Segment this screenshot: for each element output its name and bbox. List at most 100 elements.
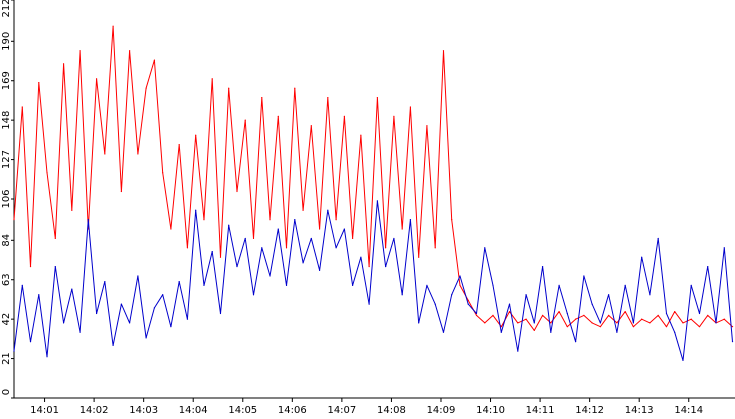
series-layer [13, 25, 734, 362]
series-0-point [558, 311, 560, 313]
series-0-point [393, 115, 395, 117]
series-1-point [434, 303, 436, 305]
series-1-point [566, 312, 568, 315]
y-tick-label: 63 [1, 273, 12, 286]
series-0-point [665, 326, 668, 328]
series-1-point [385, 265, 387, 268]
series-1-point [665, 312, 668, 315]
series-0-point [442, 50, 445, 52]
series-1-point [591, 303, 593, 305]
series-1-point [376, 200, 378, 202]
series-1-point [583, 275, 585, 277]
series-1-point [120, 303, 122, 305]
series-0-point [492, 314, 494, 316]
series-1-point [277, 228, 279, 230]
series-0-point [409, 106, 412, 108]
x-tick-label: 14:04 [179, 405, 208, 415]
y-tick-label: 106 [1, 189, 12, 208]
series-0-point [236, 190, 238, 193]
series-0-point [285, 247, 288, 249]
series-0-point [112, 25, 114, 27]
series-0-point [731, 326, 734, 328]
series-1-point [401, 294, 403, 296]
series-1-point [162, 294, 164, 296]
series-0-point [566, 326, 568, 328]
y-tick-label: 21 [1, 352, 12, 365]
series-0-point [360, 134, 362, 136]
series-0-point [500, 326, 502, 328]
series-line-0 [13, 25, 733, 331]
series-0-point [178, 143, 180, 146]
series-0-point [591, 322, 593, 324]
series-1-point [674, 331, 676, 333]
series-0-point [418, 256, 420, 258]
series-1-point [467, 303, 469, 305]
series-0-point [219, 256, 222, 258]
series-0-point [451, 219, 453, 221]
x-tick-label: 14:06 [278, 405, 307, 415]
series-0-point [674, 311, 676, 313]
series-1-point [54, 265, 56, 268]
series-1-point [252, 294, 255, 296]
series-0-point [525, 318, 527, 320]
series-0-point [533, 329, 535, 332]
series-1-point [104, 281, 106, 283]
series-1-point [211, 250, 213, 253]
series-1-point [236, 265, 238, 268]
series-1-point [352, 284, 354, 286]
series-0-point [641, 318, 643, 320]
series-0-point [54, 237, 56, 240]
x-tick-label: 14:05 [228, 405, 257, 415]
series-0-point [484, 322, 486, 324]
series-0-point [21, 106, 23, 108]
series-0-point [29, 265, 32, 268]
series-1-point [484, 247, 486, 249]
series-0-point [261, 97, 263, 99]
series-1-point [707, 265, 709, 268]
series-0-point [294, 87, 296, 89]
series-0-point [211, 78, 213, 80]
series-0-point [62, 63, 65, 65]
series-0-point [79, 50, 81, 52]
series-1-point [393, 237, 395, 240]
series-1-point [294, 219, 296, 221]
series-1-point [459, 275, 461, 277]
series-1-point [244, 237, 246, 240]
series-0-point [95, 78, 98, 80]
series-1-point [525, 294, 527, 296]
series-0-point [467, 299, 469, 301]
series-1-point [558, 284, 560, 286]
series-0-point [153, 59, 156, 61]
series-0-point [624, 311, 626, 313]
series-0-point [401, 228, 403, 230]
series-1-point [310, 237, 312, 240]
series-1-point [195, 209, 197, 211]
series-1-point [29, 341, 32, 343]
series-1-point [38, 294, 40, 296]
series-0-point [310, 125, 312, 127]
series-0-point [649, 322, 651, 324]
series-1-point [62, 322, 65, 324]
series-0-point [434, 247, 436, 249]
series-1-point [360, 256, 362, 258]
series-0-point [368, 265, 370, 268]
series-1-point [541, 265, 544, 268]
series-1-point [599, 322, 601, 324]
series-1-point [517, 350, 519, 352]
y-tick-label: 148 [1, 111, 12, 130]
series-0-point [475, 314, 478, 316]
series-1-point [21, 284, 23, 286]
series-0-point [575, 318, 577, 320]
series-1-point [153, 307, 156, 309]
series-1-point [409, 219, 412, 221]
series-1-point [343, 228, 345, 230]
series-1-point [261, 247, 263, 249]
series-0-point [335, 219, 337, 221]
series-1-point [731, 341, 734, 343]
x-tick-label: 14:08 [377, 405, 406, 415]
series-1-point [228, 224, 230, 226]
series-0-point [228, 87, 230, 89]
series-1-point [87, 219, 89, 221]
